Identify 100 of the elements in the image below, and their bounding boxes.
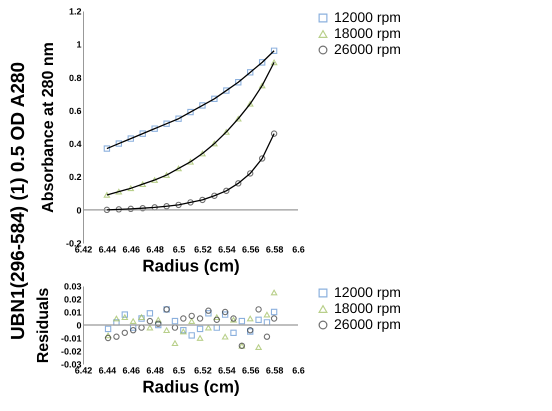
x-tick-label: 6.6 bbox=[292, 366, 305, 376]
y-tick-label: 0.2 bbox=[68, 172, 82, 182]
point bbox=[163, 120, 170, 127]
point bbox=[264, 319, 270, 326]
point bbox=[211, 192, 218, 199]
point bbox=[270, 290, 278, 296]
point bbox=[130, 324, 136, 331]
point bbox=[146, 318, 154, 324]
point bbox=[163, 203, 170, 210]
point bbox=[122, 311, 128, 318]
y-tick-label: 1 bbox=[76, 40, 82, 50]
point bbox=[199, 196, 206, 204]
point bbox=[205, 310, 212, 316]
point bbox=[214, 316, 220, 323]
point bbox=[146, 310, 154, 316]
line-series bbox=[106, 132, 275, 211]
point bbox=[138, 324, 145, 331]
point bbox=[188, 318, 195, 324]
point bbox=[116, 188, 122, 194]
point bbox=[187, 158, 194, 165]
point bbox=[151, 125, 158, 132]
point bbox=[188, 332, 195, 339]
x-tick-label: 6.46 bbox=[122, 244, 140, 254]
point bbox=[187, 199, 194, 206]
point bbox=[113, 319, 120, 326]
point bbox=[122, 314, 128, 320]
y-tick-label: 0 bbox=[76, 205, 82, 216]
legend-label: 18000 rpm bbox=[334, 25, 401, 41]
point bbox=[104, 206, 110, 214]
point bbox=[140, 181, 146, 188]
point bbox=[172, 340, 178, 346]
point bbox=[214, 314, 220, 320]
x-tick-label: 6.56 bbox=[242, 366, 260, 376]
point bbox=[175, 202, 182, 208]
y-tick-label: 0.6 bbox=[68, 106, 82, 116]
point bbox=[128, 135, 134, 142]
x-tick-label: 6.48 bbox=[146, 366, 164, 376]
legend-label: 26000 rpm bbox=[334, 41, 401, 57]
x-axis-title: Radius (cm) bbox=[142, 256, 240, 276]
x-tick-label: 6.54 bbox=[218, 244, 236, 254]
point bbox=[151, 177, 158, 183]
point bbox=[235, 180, 242, 187]
x-tick-label: 6.56 bbox=[242, 244, 260, 254]
x-tick-label: 6.52 bbox=[194, 366, 212, 376]
point bbox=[116, 206, 122, 213]
y-tick-label: 0.02 bbox=[64, 294, 82, 304]
y-tick-label: 1.2 bbox=[68, 6, 82, 16]
point bbox=[222, 311, 228, 318]
point bbox=[128, 185, 134, 192]
x-axis-title: Radius (cm) bbox=[142, 378, 240, 396]
x-tick-label: 6.52 bbox=[194, 244, 212, 254]
point bbox=[270, 48, 278, 54]
point bbox=[151, 204, 158, 211]
legend-label: 18000 rpm bbox=[334, 300, 401, 316]
point bbox=[196, 315, 204, 322]
point bbox=[130, 318, 136, 324]
point bbox=[264, 312, 270, 318]
point bbox=[211, 140, 218, 146]
point bbox=[247, 170, 254, 177]
point bbox=[175, 116, 182, 122]
y-tick-label: -0.01 bbox=[60, 334, 82, 344]
point bbox=[255, 344, 262, 350]
legend-label: 26000 rpm bbox=[334, 316, 401, 332]
point bbox=[255, 306, 262, 313]
x-tick-label: 6.44 bbox=[98, 366, 116, 376]
point bbox=[196, 326, 204, 332]
point bbox=[247, 100, 254, 107]
point bbox=[258, 155, 266, 162]
point bbox=[223, 188, 230, 194]
x-tick-label: 6.48 bbox=[146, 244, 164, 254]
point bbox=[238, 318, 246, 324]
y-axis-title: Absorbance at 280 nm bbox=[40, 42, 57, 213]
point bbox=[205, 324, 212, 330]
x-tick-label: 6.46 bbox=[122, 366, 140, 376]
point bbox=[104, 145, 110, 152]
text: UBN1(296-584) (1) 0.5 OD A280 bbox=[8, 62, 29, 340]
point bbox=[199, 102, 206, 109]
point bbox=[104, 192, 110, 198]
point bbox=[264, 334, 270, 340]
point bbox=[140, 205, 146, 212]
point bbox=[247, 69, 254, 76]
point bbox=[140, 130, 146, 137]
point bbox=[128, 206, 134, 212]
point bbox=[235, 116, 242, 122]
y-tick-label: -0.03 bbox=[60, 360, 82, 370]
point bbox=[270, 308, 278, 316]
point bbox=[255, 316, 262, 323]
point bbox=[188, 312, 195, 320]
point bbox=[172, 318, 178, 324]
x-tick-label: 6.58 bbox=[266, 366, 284, 376]
point bbox=[247, 316, 254, 322]
point bbox=[258, 59, 266, 66]
point bbox=[155, 316, 162, 323]
point bbox=[113, 334, 120, 340]
point bbox=[104, 326, 112, 332]
point bbox=[130, 327, 136, 334]
y-tick-label: 0.8 bbox=[68, 72, 82, 83]
point bbox=[223, 129, 230, 135]
point bbox=[104, 332, 112, 338]
point bbox=[146, 324, 154, 330]
